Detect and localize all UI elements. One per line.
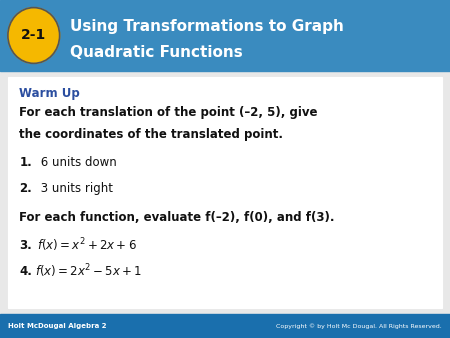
Text: 3.: 3. — [19, 239, 32, 252]
Text: 3 units right: 3 units right — [37, 182, 113, 195]
Text: Warm Up: Warm Up — [19, 87, 80, 100]
Text: 2.: 2. — [19, 182, 32, 195]
Text: 1.: 1. — [19, 156, 32, 169]
Text: Copyright © by Holt Mc Dougal. All Rights Reserved.: Copyright © by Holt Mc Dougal. All Right… — [276, 323, 442, 329]
Text: the coordinates of the translated point.: the coordinates of the translated point. — [19, 128, 284, 141]
Text: 2-1: 2-1 — [21, 28, 46, 43]
Text: $f(x) = 2x^2 - 5x + 1$: $f(x) = 2x^2 - 5x + 1$ — [35, 262, 142, 280]
Text: For each translation of the point (–2, 5), give: For each translation of the point (–2, 5… — [19, 106, 318, 119]
Text: For each function, evaluate f(–2), f(0), and f(3).: For each function, evaluate f(–2), f(0),… — [19, 211, 335, 223]
Bar — [0, 314, 450, 338]
Text: 6 units down: 6 units down — [37, 156, 117, 169]
Text: $f(x) = x^2 + 2x + 6$: $f(x) = x^2 + 2x + 6$ — [37, 237, 137, 254]
Ellipse shape — [8, 8, 59, 64]
Text: Holt McDougal Algebra 2: Holt McDougal Algebra 2 — [8, 323, 107, 329]
Text: Using Transformations to Graph: Using Transformations to Graph — [70, 19, 344, 34]
Text: Quadratic Functions: Quadratic Functions — [70, 45, 243, 60]
Bar — [0, 0, 450, 71]
FancyBboxPatch shape — [8, 77, 442, 308]
Text: 4.: 4. — [19, 265, 32, 277]
